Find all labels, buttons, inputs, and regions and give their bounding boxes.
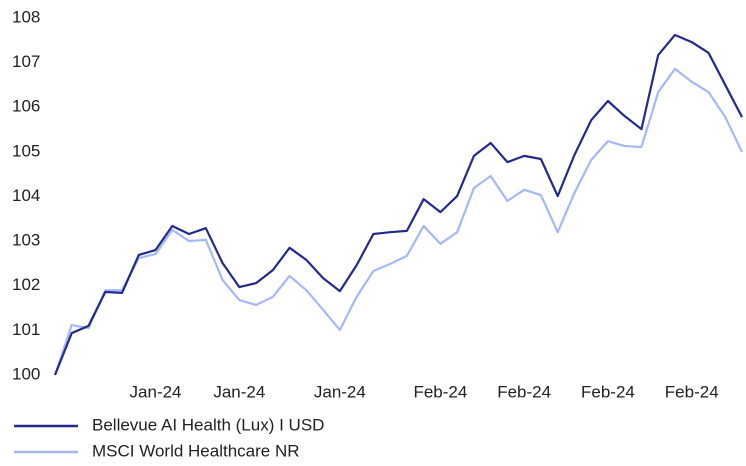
x-tick-label: Feb-24 [497,382,551,401]
x-tick-label: Feb-24 [581,382,635,401]
legend-label: MSCI World Healthcare NR [92,441,300,460]
y-tick-label: 100 [12,364,40,383]
y-tick-label: 102 [12,275,40,294]
y-tick-label: 103 [12,231,40,250]
x-tick-label: Feb-24 [413,382,467,401]
x-tick-label: Jan-24 [213,382,265,401]
y-tick-label: 106 [12,97,40,116]
series-line [53,33,743,376]
y-tick-label: 104 [12,186,40,205]
legend-label: Bellevue AI Health (Lux) I USD [92,415,324,434]
x-tick-label: Jan-24 [314,382,366,401]
y-tick-label: 101 [12,320,40,339]
y-tick-label: 108 [12,7,40,26]
y-tick-label: 107 [12,52,40,71]
y-tick-label: 105 [12,141,40,160]
x-tick-label: Feb-24 [665,382,719,401]
series-line [53,67,743,376]
x-tick-label: Jan-24 [130,382,182,401]
